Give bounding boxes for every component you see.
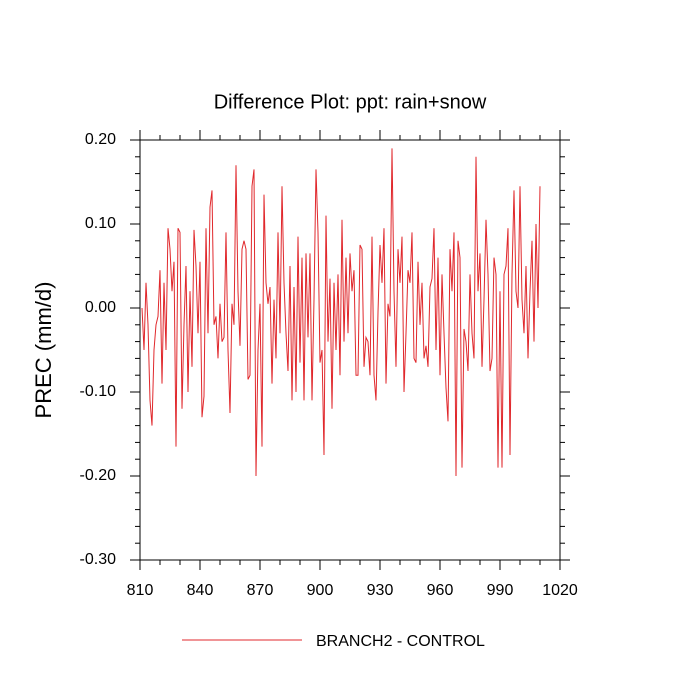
x-tick-label: 990 (487, 582, 514, 599)
y-tick-label: 0.00 (85, 299, 116, 316)
plot-frame (139, 139, 561, 561)
x-tick-label: 870 (247, 582, 274, 599)
x-tick-label: 930 (367, 582, 394, 599)
y-tick-label: 0.10 (85, 215, 116, 232)
legend-label: BRANCH2 - CONTROL (316, 633, 485, 650)
x-tick-label: 810 (127, 582, 154, 599)
x-tick-label: 840 (187, 582, 214, 599)
y-tick-label: 0.20 (85, 131, 116, 148)
y-tick-label: -0.20 (80, 467, 117, 484)
y-tick-label: -0.30 (80, 551, 117, 568)
data-line (141, 148, 541, 477)
y-axis-label: PREC (mm/d) (31, 282, 56, 419)
x-tick-label: 1020 (542, 582, 578, 599)
chart-title: Difference Plot: ppt: rain+snow (214, 91, 487, 113)
x-tick-label: 960 (427, 582, 454, 599)
y-tick-label: -0.10 (80, 383, 117, 400)
x-tick-label: 900 (307, 582, 334, 599)
